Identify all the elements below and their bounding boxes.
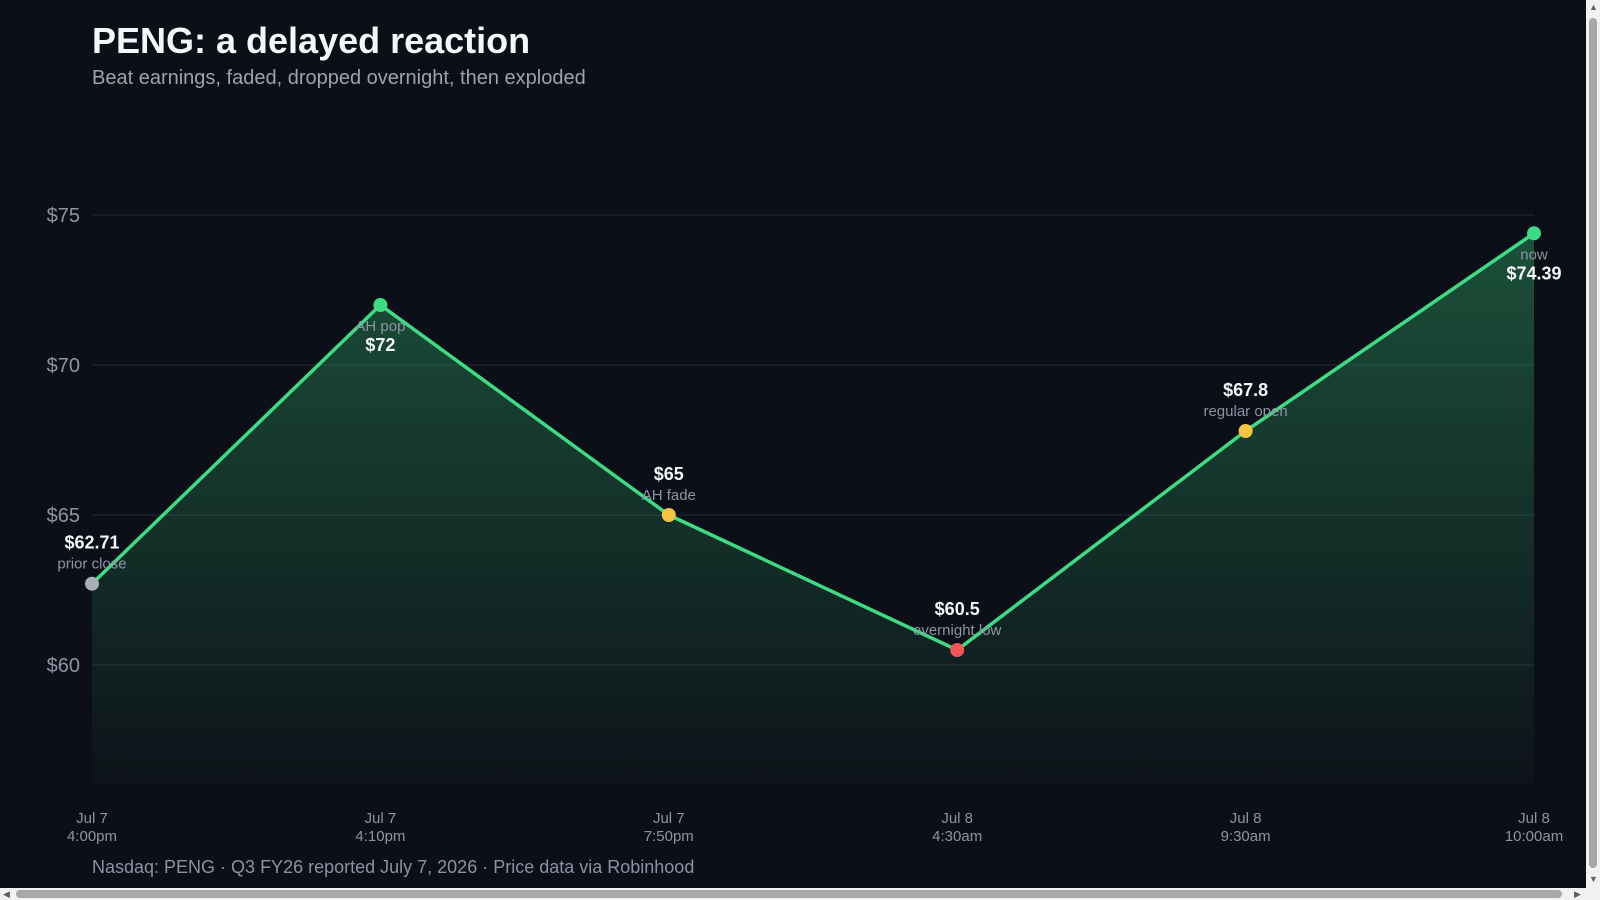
scroll-left-arrow-icon[interactable]: ◀: [3, 889, 10, 899]
y-tick-label: $70: [47, 355, 80, 377]
data-annotation-label: regular open: [1203, 403, 1287, 420]
data-value-label: $72: [365, 335, 395, 355]
scroll-right-arrow-icon[interactable]: ▶: [1574, 889, 1581, 899]
data-point: [1527, 226, 1541, 241]
data-value-label: $74.39: [1506, 263, 1561, 283]
data-annotation-label: AH pop: [355, 318, 405, 335]
vertical-scrollbar[interactable]: ▲ ▼: [1586, 0, 1600, 888]
data-value-label: $65: [654, 464, 684, 484]
data-value-label: $67.8: [1223, 380, 1268, 400]
data-value-label: $62.71: [64, 533, 119, 553]
price-series-line: [90, 231, 1535, 652]
data-annotation-label: overnight low: [913, 622, 1002, 639]
data-annotation-label: prior close: [57, 556, 126, 573]
data-value-label: $60.5: [935, 599, 980, 619]
x-tick-time-label: 9:30am: [1221, 828, 1271, 845]
x-tick-date-label: Jul 8: [1518, 810, 1550, 827]
data-point: [85, 576, 99, 591]
x-tick-date-label: Jul 8: [941, 810, 973, 827]
y-tick-label: $60: [47, 655, 80, 677]
horizontal-scrollbar[interactable]: ◀ ▶: [0, 888, 1600, 900]
vertical-scroll-thumb[interactable]: [1589, 18, 1597, 868]
chart-title: PENG: a delayed reaction: [92, 20, 531, 61]
y-tick-label: $75: [47, 205, 80, 227]
area-fill-shape: [92, 233, 1534, 786]
x-tick-date-label: Jul 7: [76, 810, 108, 827]
x-tick-date-label: Jul 7: [365, 810, 397, 827]
area-fill: [92, 233, 1534, 786]
x-tick-date-label: Jul 7: [653, 810, 685, 827]
data-point: [950, 643, 965, 657]
horizontal-scroll-thumb[interactable]: [16, 890, 1562, 898]
x-tick-time-label: 7:50pm: [644, 828, 694, 845]
x-tick-date-label: Jul 8: [1230, 810, 1262, 827]
data-annotation-label: AH fade: [642, 487, 696, 504]
scroll-down-arrow-icon[interactable]: ▼: [1589, 874, 1598, 884]
x-tick-time-label: 4:30am: [932, 828, 982, 845]
data-point: [1238, 424, 1253, 438]
chart-subtitle: Beat earnings, faded, dropped overnight,…: [92, 67, 586, 89]
data-annotation-label: now: [1520, 246, 1548, 263]
y-tick-label: $65: [47, 505, 80, 527]
source-footer: Nasdaq: PENG · Q3 FY26 reported July 7, …: [92, 857, 695, 877]
price-line: [90, 231, 1535, 652]
x-tick-time-label: 10:00am: [1505, 828, 1563, 845]
data-point: [373, 298, 388, 312]
x-tick-time-label: 4:00pm: [67, 828, 117, 845]
scroll-up-arrow-icon[interactable]: ▲: [1589, 2, 1598, 12]
x-tick-time-label: 4:10pm: [355, 828, 405, 845]
data-point: [661, 508, 676, 522]
